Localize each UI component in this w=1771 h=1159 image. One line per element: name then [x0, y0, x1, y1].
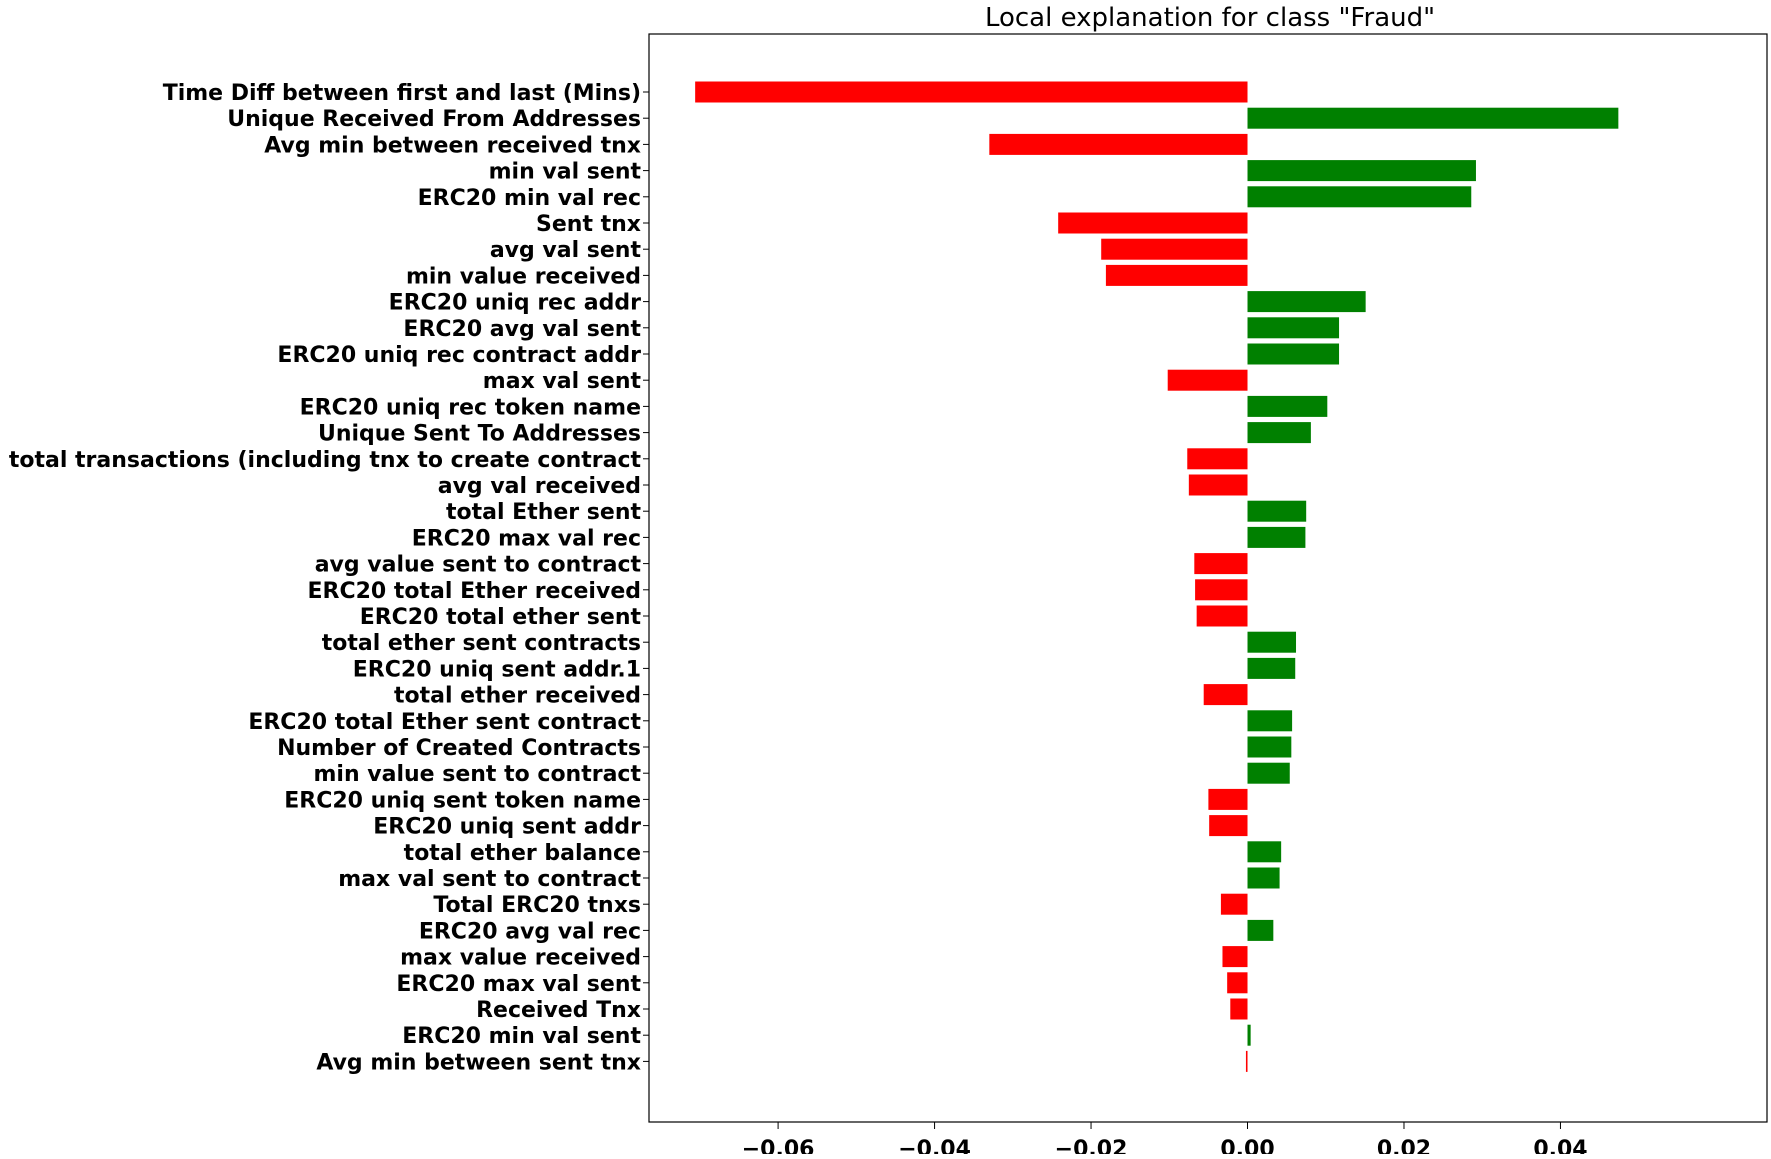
bar — [1220, 893, 1248, 915]
bar — [1209, 815, 1248, 837]
y-tick-label: ERC20 uniq sent addr — [373, 815, 641, 840]
bar — [1222, 946, 1248, 968]
bar — [1196, 605, 1248, 627]
y-tick-label: Avg min between sent tnx — [316, 1050, 641, 1075]
bar — [989, 133, 1248, 155]
y-tick-label: max val sent — [483, 369, 642, 394]
bar — [1167, 369, 1248, 391]
bar — [1247, 736, 1292, 758]
y-tick-label: total ether received — [394, 684, 641, 709]
y-tick-label: max val sent to contract — [338, 867, 641, 892]
y-tick-label: min value received — [406, 264, 641, 289]
y-tick-label: Received Tnx — [476, 998, 641, 1023]
bar — [1247, 343, 1340, 365]
bar — [1187, 448, 1248, 470]
y-tick-label: min value sent to contract — [314, 762, 642, 787]
y-tick-label: ERC20 total ether sent — [360, 605, 642, 630]
bar — [1247, 919, 1274, 941]
bar — [1247, 107, 1619, 129]
x-tick-label: 0.00 — [1220, 1137, 1274, 1154]
bar — [1247, 160, 1476, 182]
y-tick-label: ERC20 min val sent — [402, 1024, 641, 1049]
bar — [1247, 867, 1280, 889]
y-tick-label: ERC20 uniq rec contract addr — [277, 343, 641, 368]
bar — [1247, 291, 1366, 313]
bar — [1208, 788, 1248, 810]
y-tick-label: avg val received — [438, 474, 641, 499]
bar — [1245, 1050, 1248, 1072]
y-tick-label: avg val sent — [490, 238, 642, 263]
bar — [1247, 186, 1472, 208]
bar — [1058, 212, 1248, 234]
bar — [1247, 526, 1306, 548]
y-tick-label: ERC20 max val rec — [412, 526, 641, 551]
x-tick-label: −0.04 — [898, 1137, 971, 1154]
bar — [1194, 553, 1248, 575]
bar — [1203, 684, 1248, 706]
plot-area-frame — [648, 33, 1768, 1123]
y-tick-label: ERC20 avg val sent — [403, 317, 641, 342]
y-tick-label: total ether sent contracts — [322, 631, 641, 656]
y-tick-labels: Time Diff between first and last (Mins)U… — [9, 81, 649, 1075]
bar — [1247, 317, 1340, 339]
y-tick-label: Time Diff between first and last (Mins) — [163, 81, 641, 106]
x-tick-label: 0.02 — [1377, 1137, 1431, 1154]
y-tick-label: ERC20 min val rec — [418, 186, 641, 211]
y-tick-label: Sent tnx — [536, 212, 641, 237]
y-tick-label: Unique Sent To Addresses — [318, 422, 641, 447]
bar — [1247, 841, 1282, 863]
bar — [1101, 238, 1248, 260]
x-tick-label: −0.06 — [742, 1137, 815, 1154]
y-tick-label: total transactions (including tnx to cre… — [9, 448, 642, 473]
x-axis-ticks: −0.06 −0.04 −0.02 0.00 0.02 0.04 — [742, 1122, 1588, 1159]
bar — [1247, 500, 1307, 522]
bar — [695, 81, 1248, 103]
y-tick-label: ERC20 max val sent — [396, 972, 641, 997]
y-tick-label: Avg min between received tnx — [264, 133, 641, 158]
y-tick-label: ERC20 avg val rec — [419, 919, 641, 944]
y-tick-label: Number of Created Contracts — [277, 736, 641, 761]
bar — [1247, 631, 1297, 653]
x-tick-label: 0.04 — [1533, 1137, 1587, 1154]
y-tick-label: Unique Received From Addresses — [227, 107, 641, 132]
y-tick-label: ERC20 uniq sent addr.1 — [353, 657, 641, 682]
y-tick-label: ERC20 uniq rec token name — [300, 395, 641, 420]
bar — [1247, 657, 1296, 679]
y-tick-label: max value received — [400, 946, 641, 971]
y-tick-label: min val sent — [489, 160, 642, 185]
bar — [1188, 474, 1248, 496]
chart-title: Local explanation for class "Fraud" — [985, 3, 1435, 33]
bar — [1247, 710, 1293, 732]
y-tick-label: total Ether sent — [446, 500, 642, 525]
y-tick-label: avg value sent to contract — [315, 553, 642, 578]
bar — [1105, 264, 1248, 286]
y-tick-label: ERC20 uniq sent token name — [284, 788, 641, 813]
bar — [1247, 395, 1328, 417]
y-tick-label: ERC20 total Ether received — [307, 579, 641, 604]
y-tick-label: ERC20 total Ether sent contract — [248, 710, 641, 735]
bar — [1227, 972, 1248, 994]
bar — [1247, 1024, 1251, 1046]
bar — [1247, 422, 1311, 444]
bar — [1195, 579, 1248, 601]
y-tick-label: ERC20 uniq rec addr — [389, 291, 641, 316]
x-tick-label: −0.02 — [1055, 1137, 1128, 1154]
bar — [1247, 762, 1290, 784]
bar — [1230, 998, 1248, 1020]
bars-group — [695, 81, 1619, 1072]
y-tick-label: total ether balance — [404, 841, 641, 866]
y-tick-label: Total ERC20 tnxs — [433, 893, 641, 918]
